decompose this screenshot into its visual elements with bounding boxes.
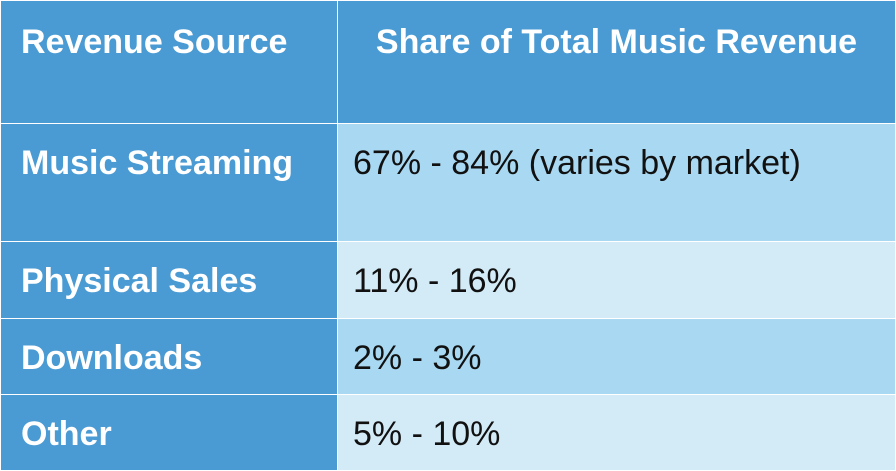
table-row: Downloads 2% - 3% [0, 318, 896, 395]
table-row: Physical Sales 11% - 16% [0, 241, 896, 319]
header-row: Revenue Source Share of Total Music Reve… [0, 0, 896, 124]
source-cell: Music Streaming [0, 123, 338, 242]
source-cell: Downloads [0, 318, 338, 395]
share-cell: 2% - 3% [337, 318, 896, 395]
source-cell: Physical Sales [0, 241, 338, 319]
share-cell: 67% - 84% (varies by market) [337, 123, 896, 242]
share-cell: 5% - 10% [337, 394, 896, 471]
table-row: Other 5% - 10% [0, 394, 896, 471]
share-cell: 11% - 16% [337, 241, 896, 319]
table-row: Music Streaming 67% - 84% (varies by mar… [0, 123, 896, 242]
header-revenue-source: Revenue Source [0, 0, 338, 124]
source-cell: Other [0, 394, 338, 471]
header-share: Share of Total Music Revenue [337, 0, 896, 124]
